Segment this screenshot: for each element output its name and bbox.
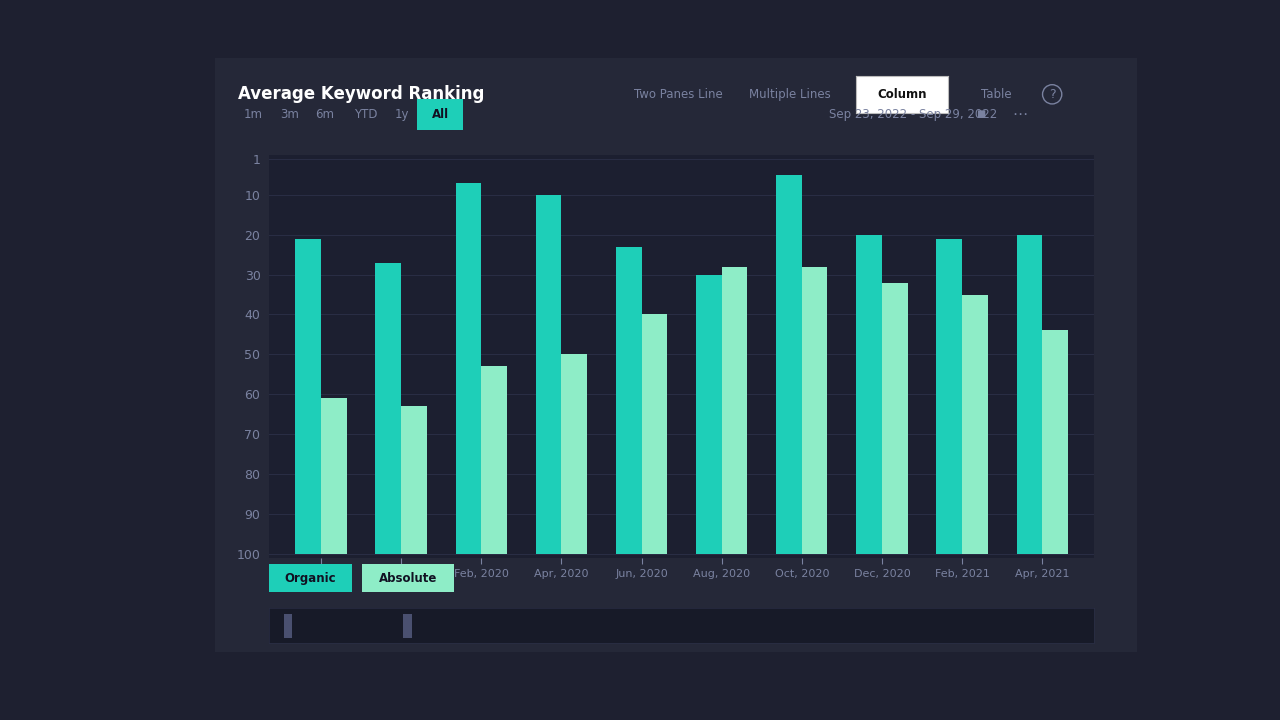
Bar xyxy=(562,354,588,554)
Text: 1m: 1m xyxy=(244,108,262,121)
Bar xyxy=(722,266,748,554)
Text: Sep 23, 2022 - Sep 29, 2022: Sep 23, 2022 - Sep 29, 2022 xyxy=(829,108,997,121)
Text: 6m: 6m xyxy=(316,108,334,121)
Text: ■: ■ xyxy=(975,109,986,120)
Bar xyxy=(641,315,667,554)
Bar xyxy=(401,406,426,554)
Bar xyxy=(696,274,722,554)
Text: Table: Table xyxy=(980,88,1011,101)
Bar xyxy=(296,238,321,554)
Text: YTD: YTD xyxy=(355,108,378,121)
Text: 3m: 3m xyxy=(280,108,298,121)
Bar xyxy=(1016,235,1042,554)
Text: Column: Column xyxy=(878,88,927,101)
Text: ⋯: ⋯ xyxy=(1012,107,1028,122)
Bar xyxy=(403,613,412,638)
Bar xyxy=(963,294,988,554)
Text: 1y: 1y xyxy=(394,108,410,121)
Text: Organic: Organic xyxy=(284,572,337,585)
Bar xyxy=(375,263,401,554)
Bar xyxy=(937,238,963,554)
Text: All: All xyxy=(431,108,449,121)
Bar xyxy=(321,398,347,554)
Bar xyxy=(856,235,882,554)
Bar xyxy=(536,194,562,554)
Bar xyxy=(284,613,292,638)
Bar xyxy=(456,183,481,554)
Bar xyxy=(481,366,507,554)
Text: ?: ? xyxy=(1048,88,1056,101)
Text: Absolute: Absolute xyxy=(379,572,438,585)
Bar xyxy=(801,266,827,554)
Bar xyxy=(1042,330,1068,554)
Bar xyxy=(616,247,641,554)
Bar xyxy=(776,175,801,554)
Text: Multiple Lines: Multiple Lines xyxy=(749,88,831,101)
Text: Two Panes Line: Two Panes Line xyxy=(634,88,723,101)
Text: Average Keyword Ranking: Average Keyword Ranking xyxy=(238,85,484,102)
Bar xyxy=(882,282,908,554)
